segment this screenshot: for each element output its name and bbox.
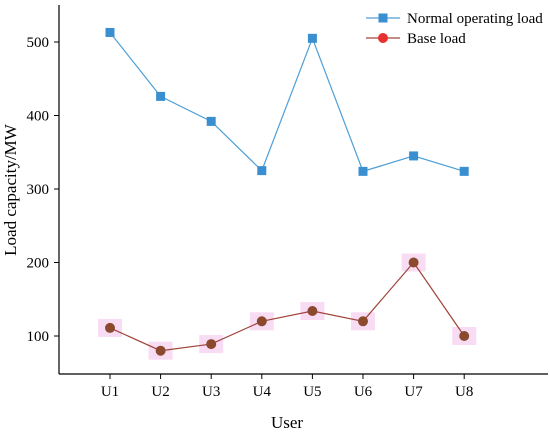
series-layer [98, 27, 477, 360]
base-load-point-U7 [408, 257, 419, 268]
y-tick-label-200: 200 [27, 256, 50, 272]
y-tick-label-300: 300 [27, 182, 50, 198]
x-tick-label-U1: U1 [101, 384, 119, 400]
y-tick-label-400: 400 [27, 109, 50, 125]
base-load-point-U4 [256, 316, 267, 327]
y-tick-label-500: 500 [27, 35, 50, 51]
x-tick-label-U5: U5 [303, 384, 321, 400]
legend-normal-operating-load-marker [378, 13, 388, 23]
normal-operating-load-point-U1 [105, 27, 115, 37]
legend-normal-operating-load-label: Normal operating load [407, 11, 543, 27]
base-load-point-U5 [307, 306, 318, 317]
x-tick-label-U7: U7 [404, 384, 423, 400]
legend-base-load-label: Base load [407, 31, 466, 47]
x-tick-label-U3: U3 [202, 384, 220, 400]
series-normal-operating-load [105, 27, 469, 176]
y-axis-ticks: 100 200 300 400 500 [27, 35, 59, 345]
x-tick-label-U8: U8 [455, 384, 473, 400]
x-axis-title: User [271, 413, 303, 432]
legend: Normal operating load Base load [366, 11, 543, 47]
base-load-point-U6 [358, 316, 368, 327]
normal-operating-load-point-U3 [206, 116, 216, 126]
x-tick-label-U4: U4 [253, 384, 272, 400]
legend-base-load-marker [378, 33, 388, 43]
y-tick-label-100: 100 [27, 329, 50, 345]
x-tick-label-U2: U2 [151, 384, 169, 400]
base-load-line [109, 261, 465, 352]
base-load-point-U8 [459, 331, 470, 341]
x-tick-label-U6: U6 [354, 384, 373, 400]
y-axis-title: Load capacity/MW [1, 123, 20, 256]
normal-operating-load-point-U2 [156, 91, 166, 101]
normal-operating-load-point-U5 [307, 33, 317, 43]
x-axis-ticks: U1 U2 U3 U4 U5 U6 U7 U8 [101, 374, 473, 400]
normal-operating-load-point-U6 [358, 166, 368, 176]
base-load-point-U3 [206, 339, 217, 350]
normal-operating-load-point-U4 [257, 166, 267, 176]
normal-operating-load-line [109, 32, 465, 173]
base-load-point-U2 [155, 345, 166, 356]
base-load-point-U1 [105, 322, 115, 333]
normal-operating-load-point-U8 [459, 166, 469, 176]
normal-operating-load-point-U7 [409, 151, 419, 161]
series-base-load [98, 253, 477, 360]
